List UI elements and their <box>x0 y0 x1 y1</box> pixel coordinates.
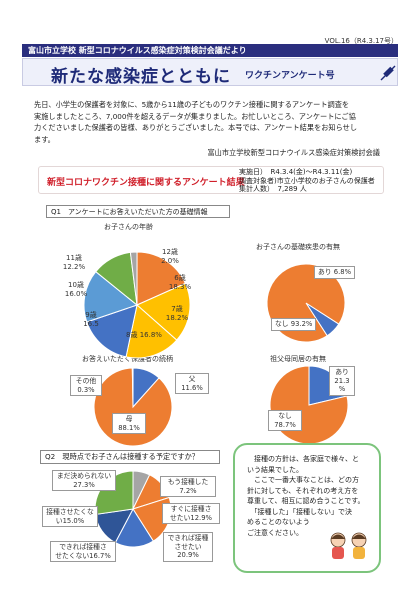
survey-count: 集計人数） 7,289 人 <box>239 185 307 194</box>
plan-pie-chart <box>94 470 172 548</box>
results-header: 新型コロナワクチン接種に関するアンケート結果 実施日） R4.3.4(金)～R4… <box>38 166 384 194</box>
survey-period: 実施日） R4.3.4(金)～R4.3.11(金) <box>239 168 353 176</box>
pie-slice-7歳 <box>136 282 191 341</box>
message-line: 「接種した」「接種しない」で決 <box>247 507 352 516</box>
chart-title-grandparents: 祖父母同居の有無 <box>270 355 326 363</box>
data-label: あり 21.3 % <box>329 366 355 396</box>
data-label: もう接種した 7.2% <box>160 476 216 497</box>
chart-title-relation: お答えいただく保護者の続柄 <box>82 355 173 363</box>
chart-title-disease: お子さんの基礎疾患の有無 <box>256 243 340 251</box>
message-line: 針に対しても、それぞれの考え方を <box>247 486 359 495</box>
data-label: 接種させたくな い15.0% <box>42 506 98 527</box>
message-line: 接種の方針は、各家庭で様々、と <box>247 455 359 463</box>
message-line: めることのないよう <box>247 518 310 526</box>
pie-slice-12歳 <box>129 251 138 306</box>
survey-target: 調査対象者)市立小学校のお子さんの保護者 <box>239 176 375 185</box>
data-label: まだ決められない 27.3% <box>52 470 116 491</box>
data-label: 10歳 16.0% <box>64 281 88 298</box>
chart-title-age: お子さんの年齢 <box>104 223 153 231</box>
message-text: 接種の方針は、各家庭で様々、と いう結果でした。 ここで一番大事なことは、どの方… <box>247 454 375 538</box>
data-label: 7歳 18.2% <box>165 305 189 322</box>
pie-slice-10歳 <box>83 270 139 323</box>
data-label: 8歳 16.8% <box>126 331 162 339</box>
relation-pie-chart <box>93 367 173 447</box>
syringe-icon <box>380 65 396 81</box>
title-banner: 新たな感染症とともに ワクチンアンケート号 <box>22 58 398 87</box>
pie-slice-8歳 <box>125 304 178 359</box>
message-line: いう結果でした。 <box>247 465 303 474</box>
data-label: できれば接種さ せたくない16.7% <box>50 541 116 562</box>
page-subtitle: ワクチンアンケート号 <box>245 71 335 81</box>
data-label: 父 11.6% <box>175 373 209 394</box>
intro-line: ます。 <box>34 134 55 144</box>
pie-slice-その他 <box>131 367 134 408</box>
results-title: 新型コロナワクチン接種に関するアンケート結果 <box>47 178 245 188</box>
data-label: 9歳 16.5 <box>83 311 99 328</box>
org-banner: 富山市立学校 新型コロナウイルス感染症対策検討会議だより <box>22 44 398 57</box>
data-label: 母 88.1% <box>112 413 146 434</box>
data-label: 11歳 12.2% <box>62 254 86 271</box>
message-line: ご注意ください。 <box>247 528 303 537</box>
age-pie-chart <box>83 251 191 359</box>
data-label: できれば接種 させたい 20.9% <box>163 532 213 562</box>
children-illustration <box>330 532 367 559</box>
message-line: ここで一番大事なことは、どの方 <box>247 476 359 484</box>
data-label: すぐに接種さ せたい12.9% <box>162 503 220 524</box>
intro-text: 先日、小学生の保護者を対象に、5歳から11歳の子どものワクチン接種に関するアンケ… <box>34 99 388 145</box>
q1-label: Q1 アンケートにお答えいただいた方の基礎情報 <box>46 205 230 218</box>
data-label: 12歳 2.0% <box>161 248 179 265</box>
message-line: 尊重して、相互に認め合うことです。 <box>247 497 365 505</box>
data-label: その他 0.3% <box>70 375 102 396</box>
q2-label: Q2 現時点でお子さんは接種する予定ですか？ <box>40 450 220 464</box>
intro-line: 実施しましたところ、7,000件を超えるデータが集まりました。お忙しいところ、ア… <box>34 111 356 121</box>
intro-line: 力くださいました保護者の皆様、ありがとうございました。本号では、アンケート結果を… <box>34 123 358 132</box>
data-label: なし 78.7% <box>268 410 302 431</box>
data-label: 6歳 18.3% <box>168 274 192 291</box>
page-title: 新たな感染症とともに <box>51 67 231 87</box>
message-bubble: 接種の方針は、各家庭で様々、と いう結果でした。 ここで一番大事なことは、どの方… <box>233 443 381 573</box>
survey-info: 実施日） R4.3.4(金)～R4.3.11(金) 調査対象者)市立小学校のお子… <box>239 168 375 194</box>
signature: 富山市立学校新型コロナウイルス感染症対策検討会議 <box>207 148 380 157</box>
data-label: なし 93.2% <box>271 318 317 331</box>
volume-label: VOL.16（R4.3.17号） <box>324 37 398 45</box>
intro-line: 先日、小学生の保護者を対象に、5歳から11歳の子どものワクチン接種に関するアンケ… <box>34 100 350 109</box>
pie-slice-6歳 <box>136 251 187 306</box>
data-label: あり 6.8% <box>314 266 356 279</box>
